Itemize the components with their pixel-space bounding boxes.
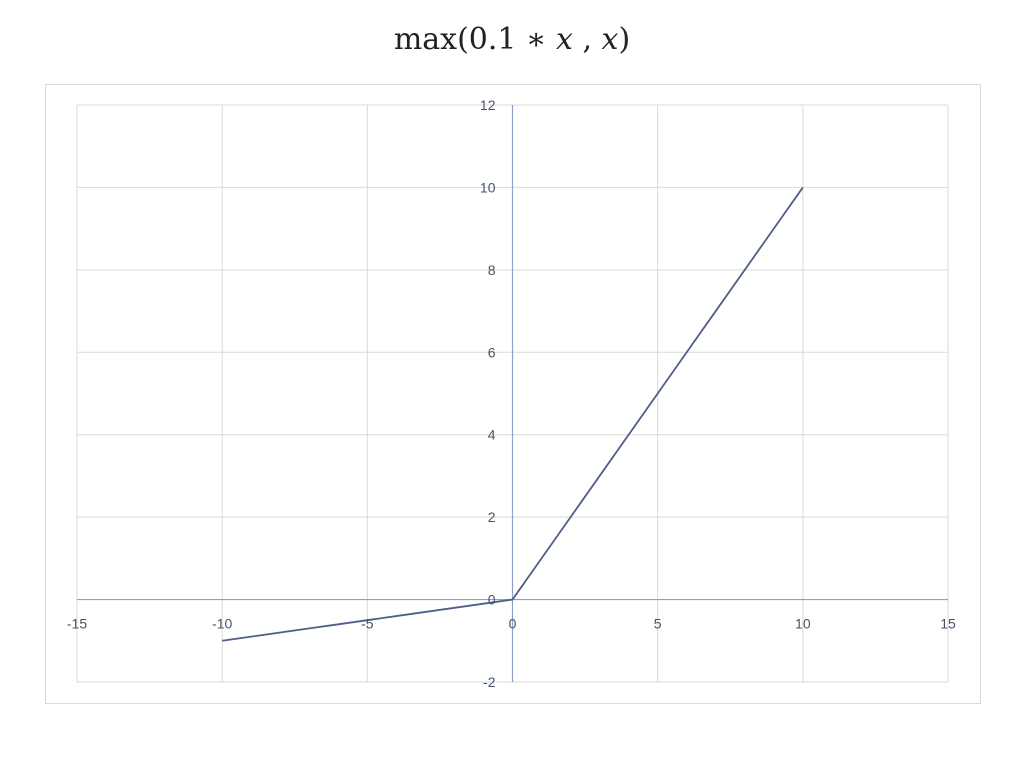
y-tick-label: 4 <box>488 427 496 443</box>
series-line-1 <box>222 186 804 642</box>
chart-title: max(0.1 ∗ x , x) <box>0 22 1024 57</box>
x-tick-label: 15 <box>940 616 956 632</box>
y-tick-label: 12 <box>480 97 496 113</box>
axes <box>77 105 948 682</box>
title-part-4: x <box>601 22 619 57</box>
y-tick-label: 2 <box>488 509 496 525</box>
title-part-1: max(0.1 ∗ <box>393 22 556 57</box>
y-tick-label: 6 <box>488 344 496 360</box>
plot-area <box>45 84 981 704</box>
x-tick-label: -15 <box>67 616 87 632</box>
x-tick-label: -5 <box>361 616 374 632</box>
y-tick-label: 0 <box>488 592 496 608</box>
tick-labels: -15 -10 -5 0 5 10 15 -2 0 2 4 6 8 10 12 <box>67 97 956 690</box>
x-tick-label: -10 <box>212 616 232 632</box>
series-layer <box>222 186 804 642</box>
x-tick-label: 0 <box>509 616 517 632</box>
title-part-5: ) <box>618 22 631 57</box>
title-part-3: , <box>572 22 602 57</box>
gridlines <box>76 104 949 683</box>
x-tick-label: 5 <box>654 616 662 632</box>
y-tick-label: 8 <box>488 262 496 278</box>
y-tick-label: -2 <box>483 674 496 690</box>
y-tick-label: 10 <box>480 179 496 195</box>
x-tick-label: 10 <box>795 616 811 632</box>
title-part-2: x <box>555 22 573 57</box>
